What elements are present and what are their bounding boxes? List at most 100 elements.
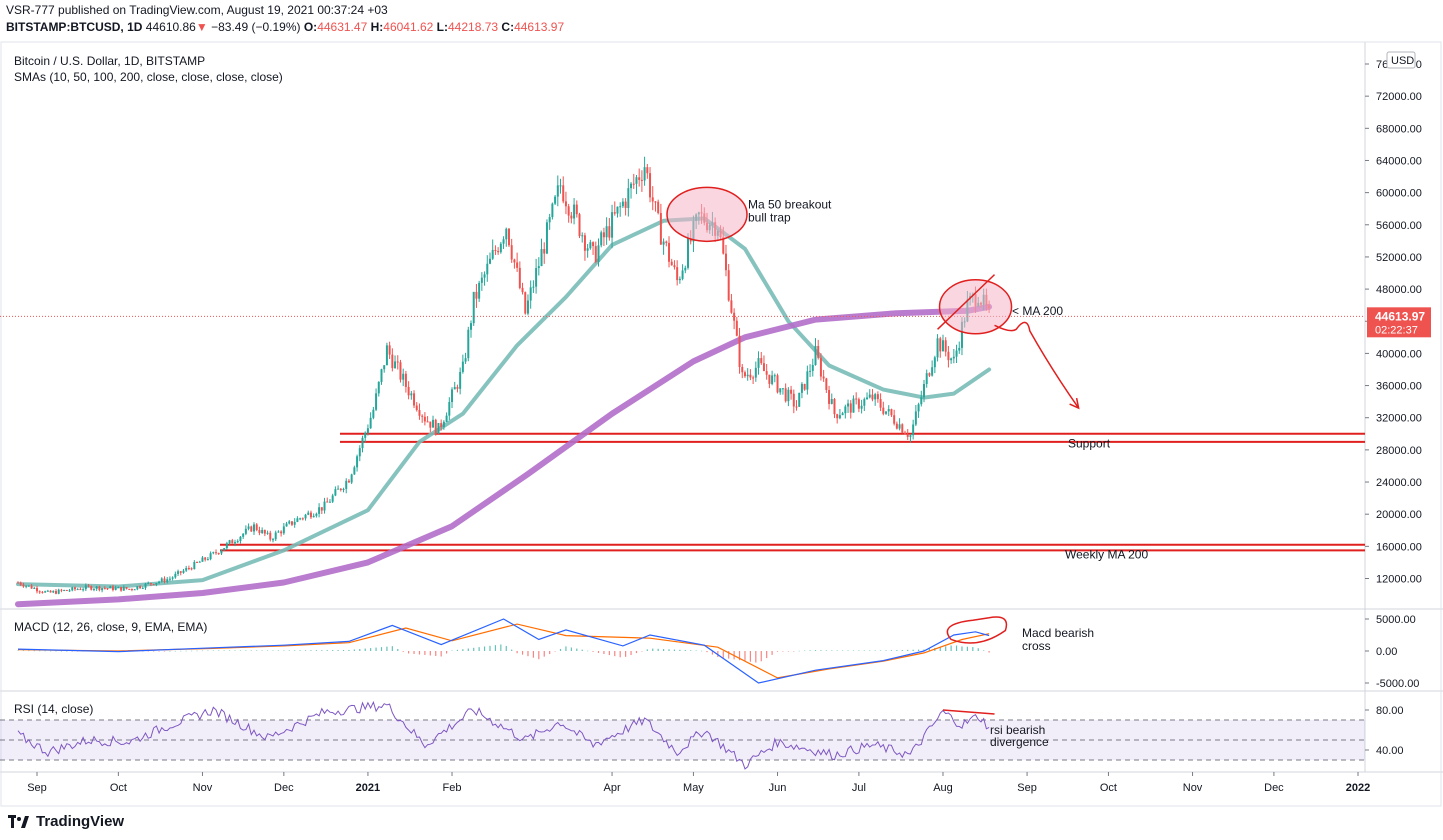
candle-body: [342, 488, 345, 491]
candle: [470, 320, 473, 338]
candle: [754, 361, 757, 382]
candle-body: [928, 373, 931, 376]
candle: [215, 549, 218, 555]
candle: [917, 402, 920, 418]
candle-body: [662, 241, 665, 245]
candle-body: [144, 583, 147, 588]
candle: [288, 520, 291, 525]
candle-body: [356, 456, 359, 468]
candle: [312, 513, 315, 518]
candle-body: [952, 356, 955, 359]
candle: [296, 516, 299, 523]
candle: [128, 588, 131, 590]
annotation-text: Weekly MA 200: [1065, 547, 1148, 561]
candle: [491, 239, 494, 260]
candle: [198, 560, 201, 563]
macd-histogram-bar: [608, 651, 610, 656]
candle-body: [762, 363, 765, 372]
candle: [147, 581, 150, 585]
candle-body: [177, 571, 180, 574]
candle-body: [933, 357, 936, 368]
macd-histogram-bar: [847, 650, 849, 651]
candle-body: [139, 586, 142, 589]
candle: [60, 588, 63, 593]
candle-body: [429, 421, 432, 428]
candle: [906, 429, 909, 441]
candle-body: [885, 411, 888, 414]
candle: [857, 397, 860, 413]
candle: [372, 406, 375, 420]
candle: [277, 530, 280, 533]
candle: [743, 370, 746, 378]
macd-histogram-bar: [440, 651, 442, 657]
candle-body: [236, 541, 239, 543]
candle-body: [299, 518, 302, 520]
candle-body: [225, 543, 228, 549]
candle: [231, 538, 234, 544]
trend-line: [937, 274, 996, 330]
candle-body: [871, 394, 874, 400]
macd-histogram-bar: [923, 649, 925, 651]
candle-body: [201, 557, 204, 562]
candle: [71, 586, 74, 592]
candle: [925, 369, 928, 388]
candle-body: [258, 530, 261, 533]
candle-body: [955, 350, 958, 357]
candle: [432, 415, 435, 428]
macd-circle-annotation: [946, 616, 1008, 644]
candle: [914, 405, 917, 427]
candle: [385, 342, 388, 366]
macd-histogram-bar: [641, 651, 643, 652]
candle: [309, 510, 312, 519]
candle: [109, 585, 112, 589]
candle: [795, 400, 798, 411]
candle-body: [345, 480, 348, 489]
macd-histogram-bar: [429, 651, 431, 656]
macd-histogram-bar: [348, 649, 350, 651]
candle-body: [239, 536, 242, 542]
candle: [670, 258, 673, 266]
candle: [852, 395, 855, 413]
candle: [337, 485, 340, 490]
sma-line-50: [16, 216, 992, 589]
candle: [532, 280, 535, 293]
macd-histogram-bar: [467, 648, 469, 651]
candle: [158, 580, 161, 585]
candle: [749, 369, 752, 381]
y-tick-label: 12000.00: [1376, 574, 1422, 586]
candle-body: [795, 406, 798, 408]
candle-body: [513, 259, 516, 263]
macd-histogram-bar: [690, 650, 692, 651]
candle: [177, 569, 180, 577]
candle: [521, 282, 524, 295]
candle-body: [733, 312, 736, 321]
macd-y-tick-label: -5000.00: [1376, 678, 1419, 690]
candle: [817, 339, 820, 360]
candle: [762, 355, 765, 372]
candle-body: [722, 237, 725, 254]
macd-histogram-bar: [597, 651, 600, 653]
candle-body: [76, 589, 79, 591]
candle: [583, 232, 586, 261]
candle: [171, 576, 174, 581]
macd-histogram-bar: [809, 650, 811, 651]
candle-body: [608, 226, 611, 238]
candle: [301, 517, 304, 521]
candle-body: [426, 421, 429, 423]
candle-body: [773, 375, 776, 377]
candle: [567, 203, 570, 223]
candle-body: [760, 358, 763, 364]
macd-title: MACD (12, 26, close, 9, EMA, EMA): [14, 620, 207, 634]
annotation-text: Support: [1068, 436, 1111, 450]
x-tick-label: Feb: [443, 782, 462, 794]
candle-body: [895, 423, 898, 429]
candle: [855, 392, 858, 405]
macd-histogram-bar: [950, 645, 952, 651]
candle: [356, 454, 359, 472]
candle-body: [906, 434, 909, 437]
chart-title: Bitcoin / U.S. Dollar, 1D, BITSTAMP: [14, 54, 205, 68]
currency-badge: USD: [1386, 51, 1416, 69]
macd-histogram-bar: [462, 649, 464, 651]
macd-histogram-bar: [581, 649, 583, 651]
